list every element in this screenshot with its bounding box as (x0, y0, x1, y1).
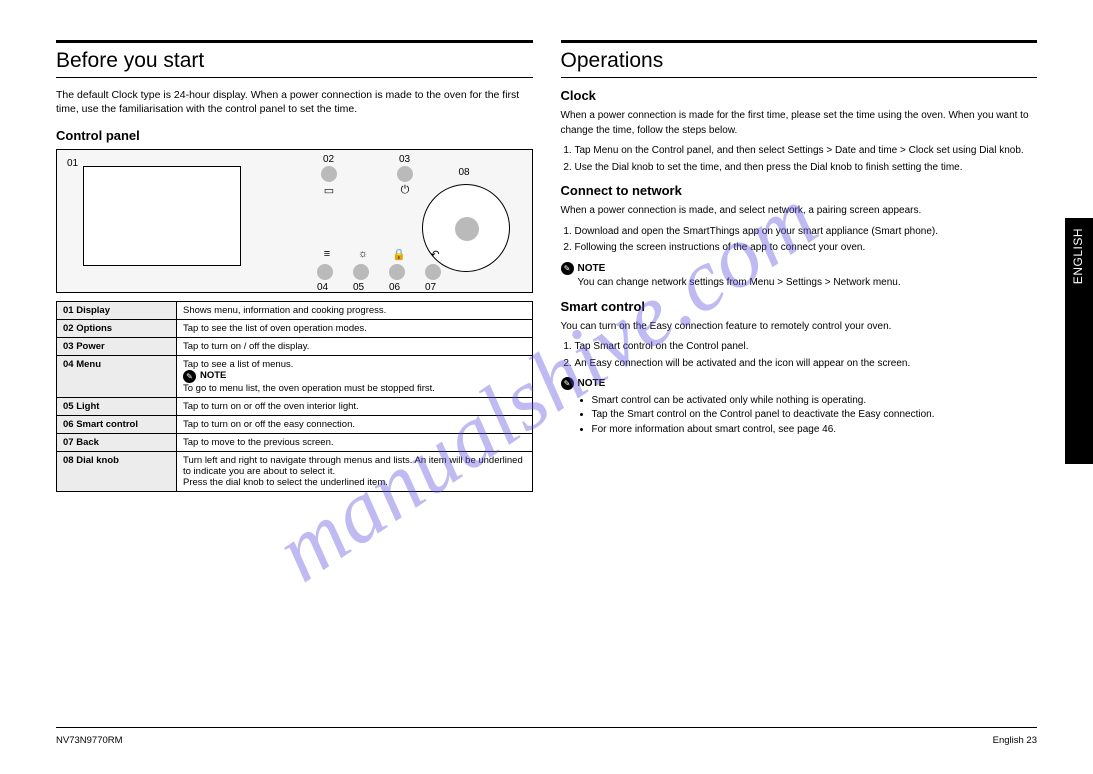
two-column-layout: Before you start The default Clock type … (56, 40, 1037, 492)
list-item: Smart control can be activated only whil… (592, 394, 935, 409)
intro-text: The default Clock type is 24-hour displa… (56, 88, 533, 116)
smart-control-icon: 🔒 (391, 248, 407, 261)
section-top-rule (56, 40, 533, 43)
note-block: ✎ NOTE You can change network settings f… (561, 262, 1038, 291)
light-icon: ☼ (355, 248, 371, 260)
footer-left: NV73N9770RM (56, 735, 123, 746)
section-sub-rule (561, 77, 1038, 78)
menu-button[interactable] (317, 264, 333, 280)
callout-04: 04 (317, 282, 328, 293)
legend-value: Tap to turn on or off the easy connectio… (177, 416, 533, 434)
legend-key: 07 Back (57, 434, 177, 452)
note-block: ✎ NOTE Smart control can be activated on… (561, 377, 1038, 437)
paragraph: When a power connection is made for the … (561, 109, 1038, 138)
smart-control-button[interactable] (389, 264, 405, 280)
callout-06: 06 (389, 282, 400, 293)
paragraph: You can turn on the Easy connection feat… (561, 320, 1038, 335)
table-row: 08 Dial knobTurn left and right to navig… (57, 452, 533, 492)
left-column: Before you start The default Clock type … (56, 40, 533, 492)
subsection-title-clock: Clock (561, 88, 1038, 103)
back-button[interactable] (425, 264, 441, 280)
section-title: Before you start (56, 49, 533, 73)
callout-07: 07 (425, 282, 436, 293)
menu-icon: ≡ (319, 248, 335, 260)
section-top-rule (561, 40, 1038, 43)
note-label: NOTE (578, 378, 606, 389)
note-text: NOTE Smart control can be activated only… (578, 377, 935, 437)
callout-03: 03 (399, 154, 410, 165)
legend-key: 06 Smart control (57, 416, 177, 434)
subsection-title-network: Connect to network (561, 183, 1038, 198)
options-button[interactable] (321, 166, 337, 182)
steps-list: Download and open the SmartThings app on… (561, 225, 1038, 256)
table-row: 06 Smart controlTap to turn on or off th… (57, 416, 533, 434)
legend-value: Tap to turn on or off the oven interior … (177, 398, 533, 416)
steps-list: Tap Smart control on the Control panel. A… (561, 340, 1038, 371)
steps-list: Tap Menu on the Control panel, and then … (561, 144, 1038, 175)
callout-02: 02 (323, 154, 334, 165)
table-row: 07 BackTap to move to the previous scree… (57, 434, 533, 452)
table-row: 02 OptionsTap to see the list of oven op… (57, 320, 533, 338)
list-item: For more information about smart control… (592, 423, 935, 438)
page: Before you start The default Clock type … (0, 0, 1093, 774)
paragraph: When a power connection is made, and sel… (561, 204, 1038, 219)
dial-knob-center (455, 217, 479, 241)
legend-key: 04 Menu (57, 356, 177, 398)
note-bullet-list: Smart control can be activated only whil… (578, 394, 935, 438)
display-area (83, 166, 241, 266)
legend-key: 02 Options (57, 320, 177, 338)
legend-value: Tap to turn on / off the display. (177, 338, 533, 356)
language-tab-label: ENGLISH (1065, 218, 1091, 294)
note-label: NOTE (578, 263, 606, 274)
legend-key: 08 Dial knob (57, 452, 177, 492)
legend-table: 01 DisplayShows menu, information and co… (56, 301, 533, 492)
callout-08: 08 (459, 167, 470, 178)
section-sub-rule (56, 77, 533, 78)
legend-value: Tap to move to the previous screen. (177, 434, 533, 452)
list-item: Tap Smart control on the Control panel. (575, 340, 1038, 355)
legend-key: 01 Display (57, 302, 177, 320)
note-text: NOTE You can change network settings fro… (578, 262, 901, 291)
list-item: An Easy connection will be activated and… (575, 357, 1038, 372)
subsection-title-smart: Smart control (561, 299, 1038, 314)
list-item: Tap Menu on the Control panel, and then … (575, 144, 1038, 159)
list-item: Use the Dial knob to set the time, and t… (575, 161, 1038, 176)
list-item: Download and open the SmartThings app on… (575, 225, 1038, 240)
footer-right: English 23 (993, 735, 1037, 746)
table-row: 03 PowerTap to turn on / off the display… (57, 338, 533, 356)
legend-value: Shows menu, information and cooking prog… (177, 302, 533, 320)
legend-value: Tap to see a list of menus. ✎NOTETo go t… (177, 356, 533, 398)
table-row: 01 DisplayShows menu, information and co… (57, 302, 533, 320)
list-item: Following the screen instructions of the… (575, 241, 1038, 256)
list-item: Tap the Smart control on the Control pan… (592, 408, 935, 423)
callout-01: 01 (67, 158, 78, 169)
light-button[interactable] (353, 264, 369, 280)
note-badge-icon: ✎ (183, 370, 196, 383)
control-panel-figure: 01 02 ▭ 03 ⏻ 08 ≡ 04 ☼ 05 🔒 (56, 149, 533, 293)
table-row: 05 LightTap to turn on or off the oven i… (57, 398, 533, 416)
language-tab: ENGLISH (1065, 218, 1093, 464)
table-row: 04 MenuTap to see a list of menus. ✎NOTE… (57, 356, 533, 398)
legend-value: Tap to see the list of oven operation mo… (177, 320, 533, 338)
footer: NV73N9770RM English 23 (56, 735, 1037, 746)
note-badge-icon: ✎ (561, 262, 574, 275)
section-title: Operations (561, 49, 1038, 73)
note-label: NOTE (200, 370, 226, 381)
legend-value: Turn left and right to navigate through … (177, 452, 533, 492)
note-body: You can change network settings from Men… (578, 277, 901, 288)
right-column: Operations Clock When a power connection… (561, 40, 1038, 492)
legend-key: 05 Light (57, 398, 177, 416)
back-icon: ↶ (427, 248, 443, 261)
callout-05: 05 (353, 282, 364, 293)
options-icon: ▭ (321, 184, 337, 197)
legend-key: 03 Power (57, 338, 177, 356)
subsection-title: Control panel (56, 128, 533, 143)
power-button[interactable] (397, 166, 413, 182)
power-icon: ⏻ (397, 184, 413, 197)
footer-rule (56, 727, 1037, 728)
note-badge-icon: ✎ (561, 377, 574, 390)
